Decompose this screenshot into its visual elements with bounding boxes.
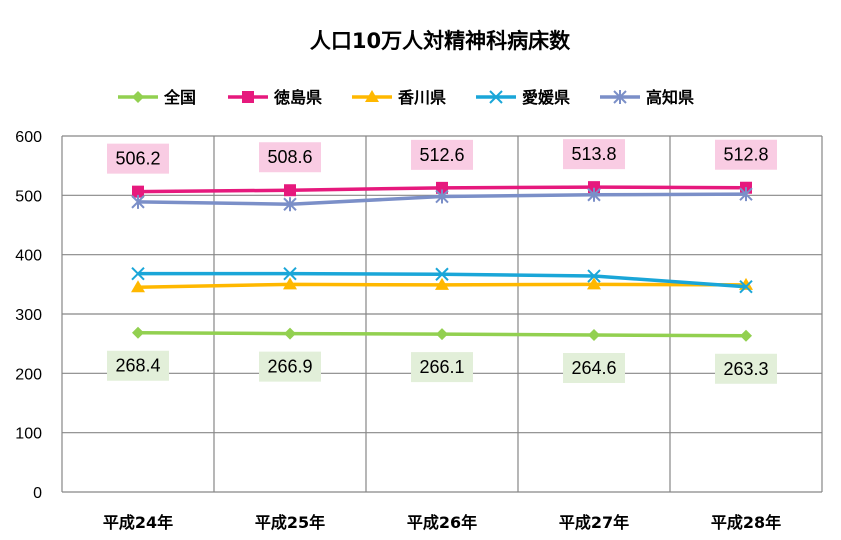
legend-marker: [132, 91, 144, 103]
legend-marker: [613, 90, 627, 104]
data-label-text: 506.2: [115, 149, 160, 169]
series-0: [132, 326, 752, 342]
data-label-bg: [107, 143, 169, 174]
chart-title: 人口10万人対精神科病床数: [310, 29, 571, 53]
data-point: [588, 181, 600, 194]
data-label-text: 268.4: [115, 356, 160, 376]
data-label-text: 512.8: [723, 145, 768, 165]
data-label-bg: [563, 353, 625, 384]
y-tick-label: 600: [15, 129, 42, 146]
legend-label: 全国: [163, 88, 196, 107]
data-point: [284, 184, 296, 197]
x-tick-label: 平成25年: [255, 513, 325, 532]
data-label: 264.6: [563, 353, 625, 384]
data-label: 512.6: [411, 139, 473, 170]
data-point: [284, 327, 296, 340]
data-label-bg: [411, 352, 473, 383]
series-group: [131, 181, 753, 342]
data-label-bg: [259, 351, 321, 382]
y-tick-label: 100: [15, 426, 42, 443]
series-1: [132, 181, 752, 198]
legend-label: 愛媛県: [522, 88, 570, 107]
data-point: [739, 279, 753, 294]
data-point: [132, 185, 144, 198]
x-tick-label: 平成27年: [559, 513, 629, 532]
legend-item-4: 高知県: [600, 88, 694, 107]
series-3: [131, 266, 753, 294]
y-tick-label: 300: [15, 307, 42, 324]
data-label-bg: [411, 139, 473, 170]
data-point: [435, 277, 449, 290]
data-point: [436, 328, 448, 341]
legend-marker: [489, 90, 503, 104]
data-label: 508.6: [259, 142, 321, 173]
data-label-text: 266.9: [267, 357, 312, 377]
data-label: 266.1: [411, 352, 473, 383]
data-labels: 268.4 266.9 266.1 264.6 263.3 506.2 508.6 512.6…: [107, 139, 777, 384]
legend-marker: [242, 91, 254, 103]
data-point: [283, 277, 297, 290]
data-point: [435, 267, 449, 281]
data-label-text: 263.3: [723, 359, 768, 379]
x-tick-label: 平成26年: [407, 513, 477, 532]
legend-item-3: 愛媛県: [476, 88, 570, 107]
data-point: [588, 329, 600, 342]
data-point: [739, 187, 753, 202]
data-label: 268.4: [107, 350, 169, 381]
y-tick-label: 200: [15, 366, 42, 383]
data-point: [587, 187, 601, 202]
y-tick-label: 0: [33, 485, 42, 502]
data-label-bg: [715, 353, 777, 384]
data-label: 513.8: [563, 139, 625, 170]
x-axis: 平成24年 平成25年 平成26年 平成27年 平成28年: [103, 513, 781, 532]
data-point: [435, 189, 449, 204]
data-label-text: 508.6: [267, 147, 312, 167]
legend-label: 香川県: [397, 88, 446, 107]
data-point: [436, 181, 448, 194]
data-point: [587, 269, 601, 283]
series-4: [131, 187, 753, 212]
data-label-text: 513.8: [571, 144, 616, 164]
data-label-bg: [259, 142, 321, 173]
legend: 全国 徳島県 香川県 愛媛県 高知県: [118, 88, 694, 107]
data-label-text: 264.6: [571, 358, 616, 378]
data-point: [283, 266, 297, 281]
data-point: [131, 280, 145, 293]
data-label: 266.9: [259, 351, 321, 382]
y-tick-label: 400: [15, 248, 42, 265]
data-point: [131, 194, 145, 209]
legend-marker: [365, 90, 379, 102]
data-label: 263.3: [715, 353, 777, 384]
y-axis: 0 100 200 300 400 500 600: [15, 129, 42, 502]
legend-label: 徳島県: [273, 88, 322, 107]
legend-item-0: 全国: [118, 88, 196, 107]
data-label: 512.8: [715, 139, 777, 170]
data-point: [283, 197, 297, 212]
legend-item-1: 徳島県: [228, 88, 322, 107]
x-tick-label: 平成24年: [103, 513, 173, 532]
data-point: [132, 326, 144, 339]
x-tick-label: 平成28年: [711, 513, 781, 532]
series-2: [131, 277, 753, 293]
data-point: [131, 266, 145, 281]
data-label-bg: [107, 350, 169, 381]
data-label: 506.2: [107, 143, 169, 174]
data-label-bg: [715, 139, 777, 170]
legend-item-2: 香川県: [352, 88, 446, 107]
data-label-bg: [563, 139, 625, 170]
legend-label: 高知県: [646, 88, 694, 107]
data-label-text: 266.1: [419, 357, 464, 377]
data-point: [740, 329, 752, 342]
data-label-text: 512.6: [419, 145, 464, 165]
y-tick-label: 500: [15, 188, 42, 205]
data-point: [587, 277, 601, 290]
